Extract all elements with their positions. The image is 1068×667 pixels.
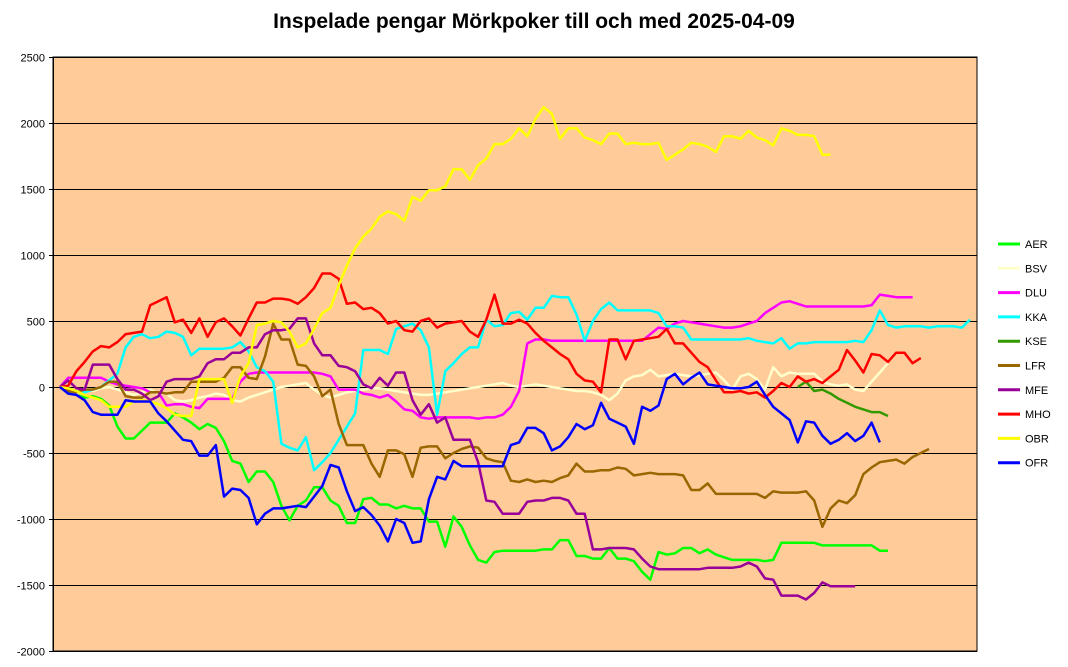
series-line-ofr (59, 371, 881, 545)
y-tick-label: 0 (39, 383, 45, 395)
legend-label-ofr: OFR (1025, 458, 1048, 470)
y-tick-label: -1500 (17, 581, 45, 593)
series-line-mfe (59, 317, 856, 601)
legend-label-mfe: MFE (1025, 385, 1048, 397)
series-line-dlu (59, 293, 913, 420)
y-tick-label: -2000 (17, 647, 45, 659)
y-tick-label: -1000 (17, 515, 45, 527)
y-tick-label: 2500 (21, 53, 45, 65)
series-line-kse (797, 380, 889, 418)
series-line-lfr (59, 322, 930, 529)
legend-label-dlu: DLU (1025, 288, 1047, 300)
y-axis: 2500 2000 1500 1000 500 0 -500 -1000 -1500 -2000 (17, 53, 54, 659)
series-line-kka (59, 294, 971, 472)
series-lines (59, 105, 971, 601)
chart-title: Inspelade pengar Mörkpoker till och med … (273, 10, 795, 33)
series-line-bsv (59, 362, 889, 403)
y-tick-label: 1000 (21, 251, 45, 263)
plot-area (52, 56, 978, 652)
series-line-aer (59, 385, 888, 581)
y-tick-label: 500 (27, 317, 45, 329)
legend-label-lfr: LFR (1025, 361, 1046, 373)
legend-label-bsv: BSV (1025, 263, 1048, 275)
legend: AER BSV DLU KKA KSE LFR MFE MHO OBR OFR (998, 239, 1051, 470)
y-tick-label: -500 (23, 449, 45, 461)
series-line-obr (59, 105, 831, 418)
legend-label-obr: OBR (1025, 433, 1049, 445)
series-line-mho (59, 272, 922, 399)
gridlines (53, 57, 977, 652)
legend-label-kse: KSE (1025, 336, 1047, 348)
y-tick-label: 2000 (21, 119, 45, 131)
legend-label-aer: AER (1025, 239, 1048, 251)
y-tick-label: 1500 (21, 185, 45, 197)
legend-label-mho: MHO (1025, 409, 1051, 421)
legend-label-kka: KKA (1025, 312, 1048, 324)
